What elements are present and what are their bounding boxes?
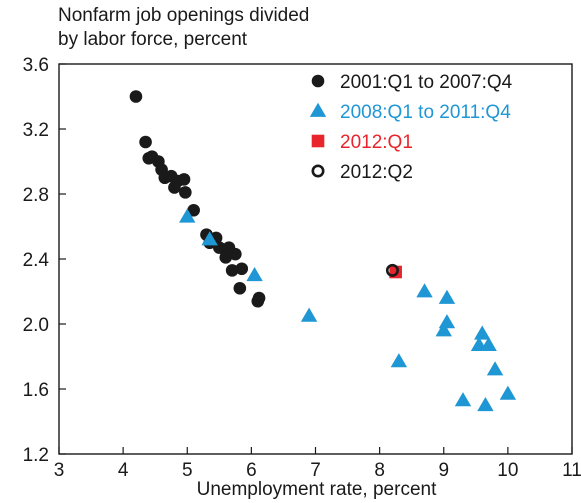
x-tick-label: 7 [310,460,321,481]
data-point [477,397,493,411]
x-tick-label: 10 [497,460,518,481]
y-tick-label: 1.2 [23,445,49,466]
data-point [416,283,432,297]
legend-label: 2012:Q2 [340,162,413,183]
x-tick-label: 6 [246,460,257,481]
x-axis-label: Unemployment rate, percent [0,479,581,501]
x-tick-label: 4 [118,460,129,481]
data-point [179,186,192,199]
data-point [474,326,490,340]
data-point [246,267,262,281]
data-point [487,361,503,375]
y-tick-label: 2.0 [23,315,49,336]
data-point [130,90,143,103]
legend-marker [310,103,326,117]
x-tick-label: 8 [374,460,385,481]
data-point [439,290,455,304]
y-tick-label: 3.6 [23,55,49,76]
data-point [500,386,516,400]
x-tick-label: 3 [54,460,65,481]
data-point [139,136,152,149]
legend: 2001:Q1 to 2007:Q4 2008:Q1 to 2011:Q4 2012… [310,72,513,183]
legend-marker [313,166,323,176]
data-point [234,282,247,295]
legend-label: 2001:Q1 to 2007:Q4 [340,72,513,93]
data-point [455,392,471,406]
data-point [235,262,248,275]
data-point [229,248,242,261]
y-tick-label: 1.6 [23,380,49,401]
x-tick-label: 11 [562,460,581,481]
x-tick-label: 5 [182,460,193,481]
legend-label: 2008:Q1 to 2011:Q4 [340,102,511,123]
y-tick-label: 2.4 [23,250,50,271]
legend-label: 2012:Q1 [340,132,413,153]
data-point [391,353,407,367]
data-point [439,314,455,328]
y-tick-label: 3.2 [23,120,49,141]
y-tick-label: 2.8 [23,185,49,206]
x-tick-label: 9 [438,460,449,481]
data-point [301,308,317,322]
data-point [253,292,266,305]
data-point [178,173,191,186]
legend-marker [312,75,325,88]
legend-marker [312,135,325,148]
